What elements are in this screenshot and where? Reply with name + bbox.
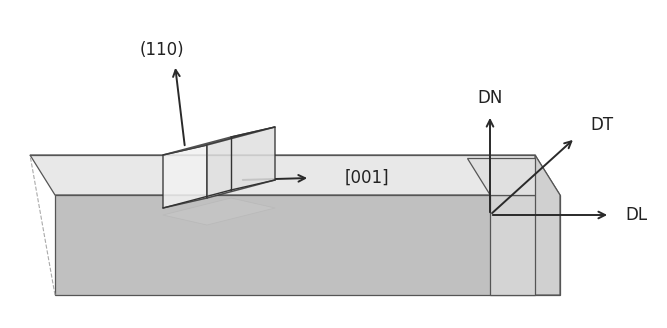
Text: DL: DL (625, 206, 647, 224)
Polygon shape (467, 158, 535, 195)
Text: [001]: [001] (345, 169, 390, 187)
Polygon shape (163, 127, 275, 155)
Polygon shape (163, 145, 207, 208)
Polygon shape (535, 155, 560, 295)
Polygon shape (30, 155, 560, 195)
Polygon shape (163, 198, 275, 225)
Text: (110): (110) (139, 41, 184, 59)
Polygon shape (207, 127, 275, 198)
Text: DT: DT (590, 116, 613, 134)
Text: DN: DN (478, 89, 503, 107)
Polygon shape (55, 195, 560, 295)
Polygon shape (490, 195, 535, 295)
